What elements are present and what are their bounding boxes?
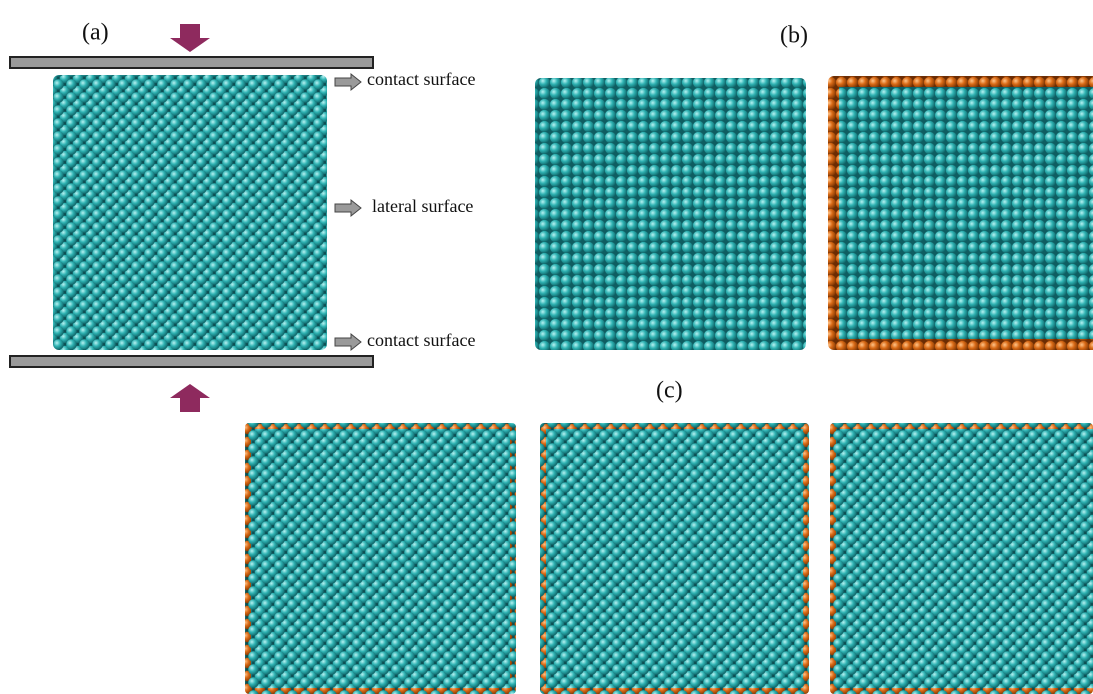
pointer-arrows — [335, 74, 361, 350]
annotation: contact surface — [367, 330, 475, 350]
panel-label: (b) — [780, 23, 808, 49]
panel-label: (c) — [656, 378, 683, 404]
load-arrow — [170, 384, 210, 412]
crystal — [535, 78, 806, 350]
annotation: contact surface — [367, 69, 475, 89]
crystal — [245, 423, 516, 694]
panel-label: (a) — [82, 20, 109, 46]
annotation: lateral surface — [372, 196, 473, 216]
crystal — [828, 76, 1093, 350]
crystal — [830, 423, 1093, 694]
crystal — [540, 423, 809, 694]
figure: (a) contact surface lateral surface cont… — [0, 0, 1093, 694]
load-arrow — [170, 24, 210, 52]
crystal — [53, 75, 327, 350]
